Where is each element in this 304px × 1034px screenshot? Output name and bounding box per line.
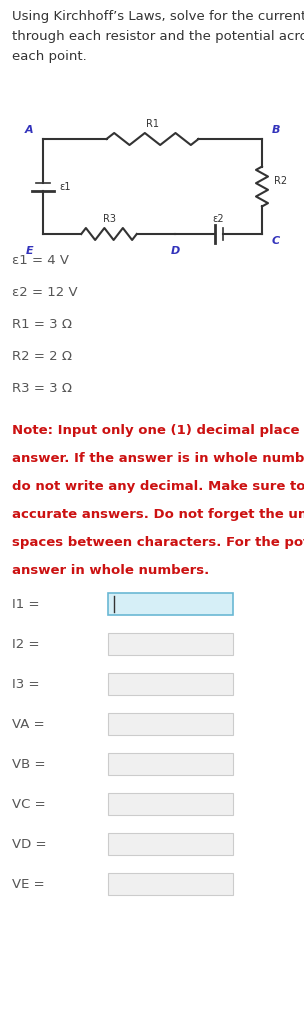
Text: VC =: VC = (12, 797, 50, 811)
FancyBboxPatch shape (108, 713, 233, 735)
FancyBboxPatch shape (108, 753, 233, 776)
Text: VD =: VD = (12, 838, 51, 851)
FancyBboxPatch shape (108, 793, 233, 815)
FancyBboxPatch shape (108, 633, 233, 655)
Text: ε2 = 12 V: ε2 = 12 V (12, 286, 78, 299)
Text: ε1 = 4 V: ε1 = 4 V (12, 254, 69, 267)
Text: spaces between characters. For the potential,: spaces between characters. For the poten… (12, 536, 304, 549)
Text: ε2: ε2 (213, 214, 224, 224)
Text: R3 = 3 Ω: R3 = 3 Ω (12, 382, 72, 395)
Text: Using Kirchhoff’s Laws, solve for the current: Using Kirchhoff’s Laws, solve for the cu… (12, 10, 304, 23)
Text: I2 =: I2 = (12, 638, 44, 650)
Text: VE =: VE = (12, 878, 49, 890)
Text: do not write any decimal. Make sure to have: do not write any decimal. Make sure to h… (12, 480, 304, 493)
Text: each point.: each point. (12, 50, 87, 63)
Text: ε1: ε1 (59, 182, 71, 191)
Text: B: B (272, 125, 281, 135)
Text: answer. If the answer is in whole number, then: answer. If the answer is in whole number… (12, 452, 304, 465)
Text: answer in whole numbers.: answer in whole numbers. (12, 564, 209, 577)
Text: I1 =: I1 = (12, 598, 44, 610)
Text: Note: Input only one (1) decimal place in your: Note: Input only one (1) decimal place i… (12, 424, 304, 437)
FancyBboxPatch shape (108, 594, 233, 615)
Text: R2 = 2 Ω: R2 = 2 Ω (12, 349, 72, 363)
Text: accurate answers. Do not forget the unit and no: accurate answers. Do not forget the unit… (12, 508, 304, 521)
Text: I3 =: I3 = (12, 677, 44, 691)
Text: through each resistor and the potential across in: through each resistor and the potential … (12, 30, 304, 43)
Text: VB =: VB = (12, 758, 50, 770)
FancyBboxPatch shape (108, 873, 233, 895)
Text: R2: R2 (274, 177, 287, 186)
Text: D: D (170, 246, 180, 256)
Text: R1: R1 (146, 119, 159, 129)
Text: A: A (24, 125, 33, 135)
FancyBboxPatch shape (108, 833, 233, 855)
Text: R3: R3 (102, 214, 116, 224)
Text: E: E (25, 246, 33, 256)
FancyBboxPatch shape (108, 673, 233, 695)
Text: C: C (272, 236, 280, 246)
Text: VA =: VA = (12, 718, 49, 730)
Text: R1 = 3 Ω: R1 = 3 Ω (12, 318, 72, 331)
